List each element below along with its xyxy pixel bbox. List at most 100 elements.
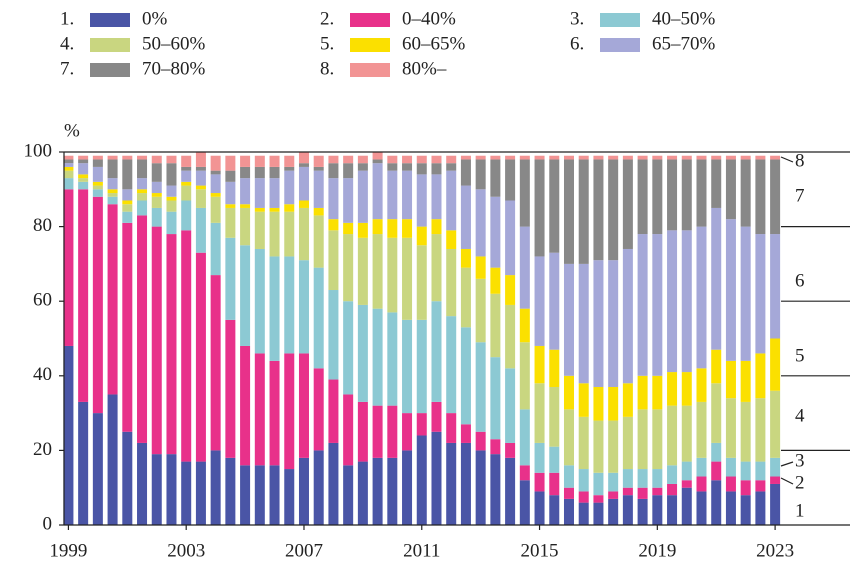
- legend-label: 70–80%: [142, 58, 206, 79]
- bar-segment: [313, 215, 324, 268]
- x-tick-label: 1999: [49, 540, 87, 561]
- bar-segment: [622, 155, 633, 160]
- y-tick-label: 40: [33, 364, 52, 385]
- bar-segment: [563, 263, 574, 376]
- bar-segment: [78, 159, 89, 164]
- bar-segment: [240, 465, 251, 525]
- end-label: 5: [795, 345, 805, 366]
- bar-segment: [357, 222, 368, 238]
- bar-segment: [63, 178, 74, 190]
- bar-segment: [519, 480, 530, 525]
- bar-segment: [387, 170, 398, 220]
- bar-segment: [725, 155, 736, 160]
- bar-segment: [667, 230, 678, 373]
- bar-segment: [534, 155, 545, 160]
- bar-segment: [181, 170, 192, 182]
- bar-segment: [137, 178, 148, 190]
- bar-segment: [725, 159, 736, 220]
- bar-segment: [681, 487, 692, 525]
- bar-segment: [107, 193, 118, 197]
- bar-segment: [593, 159, 604, 261]
- bar-segment: [549, 446, 560, 473]
- bar-segment: [225, 155, 236, 171]
- bar-segment: [298, 163, 309, 167]
- legend-swatch: [90, 38, 130, 52]
- bar-segment: [696, 368, 707, 402]
- bar-segment: [637, 159, 648, 235]
- bar-segment: [343, 465, 354, 525]
- bar-segment: [107, 204, 118, 395]
- bar-segment: [696, 476, 707, 492]
- bar-segment: [328, 230, 339, 291]
- bar-segment: [446, 442, 457, 525]
- bar-segment: [78, 178, 89, 182]
- legend-number: 8.: [320, 58, 334, 79]
- bar-segment: [122, 211, 133, 223]
- bar-segment: [755, 155, 766, 160]
- bar-segment: [667, 465, 678, 484]
- bar-segment: [387, 457, 398, 525]
- bar-segment: [151, 163, 162, 182]
- legend-number: 7.: [60, 58, 74, 79]
- bar-segment: [519, 342, 530, 410]
- bar-segment: [416, 413, 427, 436]
- bar-segment: [313, 170, 324, 208]
- bar-segment: [181, 461, 192, 525]
- bar-segment: [681, 480, 692, 488]
- x-tick-label: 2011: [403, 540, 440, 561]
- bar-segment: [490, 159, 501, 197]
- bar-segment: [166, 185, 177, 197]
- x-tick-label: 2019: [638, 540, 676, 561]
- bar-segment: [328, 442, 339, 525]
- bar-segment: [711, 159, 722, 208]
- bar-segment: [637, 498, 648, 525]
- bar-segment: [460, 267, 471, 328]
- bar-segment: [328, 178, 339, 220]
- bar-segment: [63, 163, 74, 167]
- bar-segment: [431, 163, 442, 175]
- bar-segment: [298, 166, 309, 201]
- bar-segment: [416, 245, 427, 320]
- bar-segment: [284, 166, 295, 171]
- y-tick-label: 20: [33, 439, 52, 460]
- bar-segment: [225, 181, 236, 205]
- bar-segment: [284, 353, 295, 470]
- bar-segment: [240, 178, 251, 205]
- bar-segment: [431, 174, 442, 220]
- bar-segment: [490, 357, 501, 440]
- bar-segment: [122, 431, 133, 525]
- bar-segment: [254, 248, 265, 354]
- connector: [780, 477, 794, 485]
- bar-segment: [681, 155, 692, 160]
- bar-segment: [490, 454, 501, 525]
- bar-segment: [652, 495, 663, 525]
- bar-segment: [578, 263, 589, 384]
- bar-segment: [637, 234, 648, 376]
- bar-segment: [593, 495, 604, 503]
- bar-segment: [490, 267, 501, 294]
- bar-segment: [696, 491, 707, 525]
- bar-segment: [240, 166, 251, 179]
- bar-segment: [755, 353, 766, 399]
- bar-segment: [460, 442, 471, 525]
- bar-segment: [328, 219, 339, 231]
- bar-segment: [92, 413, 103, 525]
- legend-label: 40–50%: [652, 8, 716, 29]
- bar-segment: [725, 476, 736, 492]
- bar-segment: [490, 196, 501, 268]
- bar-segment: [151, 207, 162, 227]
- bar-segment: [667, 155, 678, 160]
- bar-segment: [490, 155, 501, 160]
- bar-segment: [195, 207, 206, 253]
- bar-segment: [637, 409, 648, 470]
- bar-segment: [269, 211, 280, 257]
- bar-segment: [195, 152, 206, 167]
- bar-segment: [63, 155, 74, 160]
- bar-segment: [210, 170, 221, 175]
- bar-segment: [519, 226, 530, 309]
- bar-segment: [137, 200, 148, 216]
- bar-segment: [225, 319, 236, 458]
- bar-segment: [372, 457, 383, 525]
- y-tick-label: 80: [33, 215, 52, 236]
- bar-segment: [225, 237, 236, 320]
